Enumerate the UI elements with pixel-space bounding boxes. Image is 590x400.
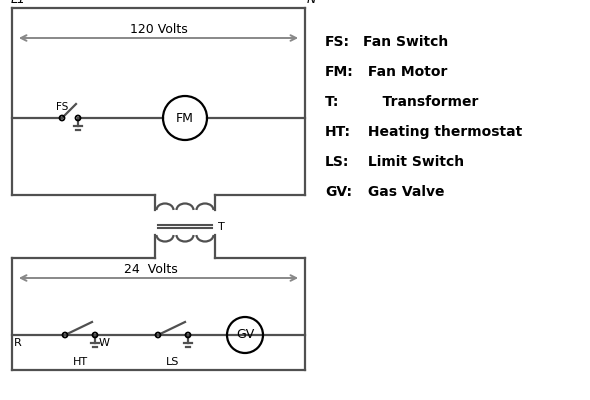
- Text: T: T: [218, 222, 225, 232]
- Text: Transformer: Transformer: [363, 95, 478, 109]
- Text: HT:: HT:: [325, 125, 351, 139]
- Text: R: R: [14, 338, 22, 348]
- Text: Limit Switch: Limit Switch: [363, 155, 464, 169]
- Text: LS:: LS:: [325, 155, 349, 169]
- Text: 24  Volts: 24 Volts: [124, 263, 178, 276]
- Text: FS: FS: [56, 102, 68, 112]
- Text: Heating thermostat: Heating thermostat: [363, 125, 522, 139]
- Text: N: N: [307, 0, 316, 6]
- Text: LS: LS: [166, 357, 180, 367]
- Text: 120 Volts: 120 Volts: [130, 23, 188, 36]
- Text: Fan Switch: Fan Switch: [363, 35, 448, 49]
- Text: W: W: [99, 338, 110, 348]
- Text: Gas Valve: Gas Valve: [363, 185, 444, 199]
- Text: L1: L1: [11, 0, 26, 6]
- Text: T:: T:: [325, 95, 339, 109]
- Text: FM:: FM:: [325, 65, 354, 79]
- Text: GV:: GV:: [325, 185, 352, 199]
- Text: FM: FM: [176, 112, 194, 124]
- Text: GV: GV: [236, 328, 254, 342]
- Text: FS:: FS:: [325, 35, 350, 49]
- Text: HT: HT: [73, 357, 87, 367]
- Text: Fan Motor: Fan Motor: [363, 65, 447, 79]
